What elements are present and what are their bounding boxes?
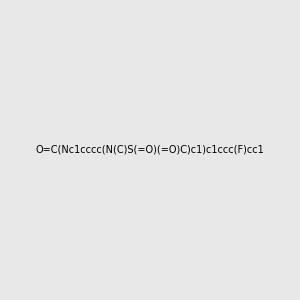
Text: O=C(Nc1cccc(N(C)S(=O)(=O)C)c1)c1ccc(F)cc1: O=C(Nc1cccc(N(C)S(=O)(=O)C)c1)c1ccc(F)cc… [36,145,264,155]
